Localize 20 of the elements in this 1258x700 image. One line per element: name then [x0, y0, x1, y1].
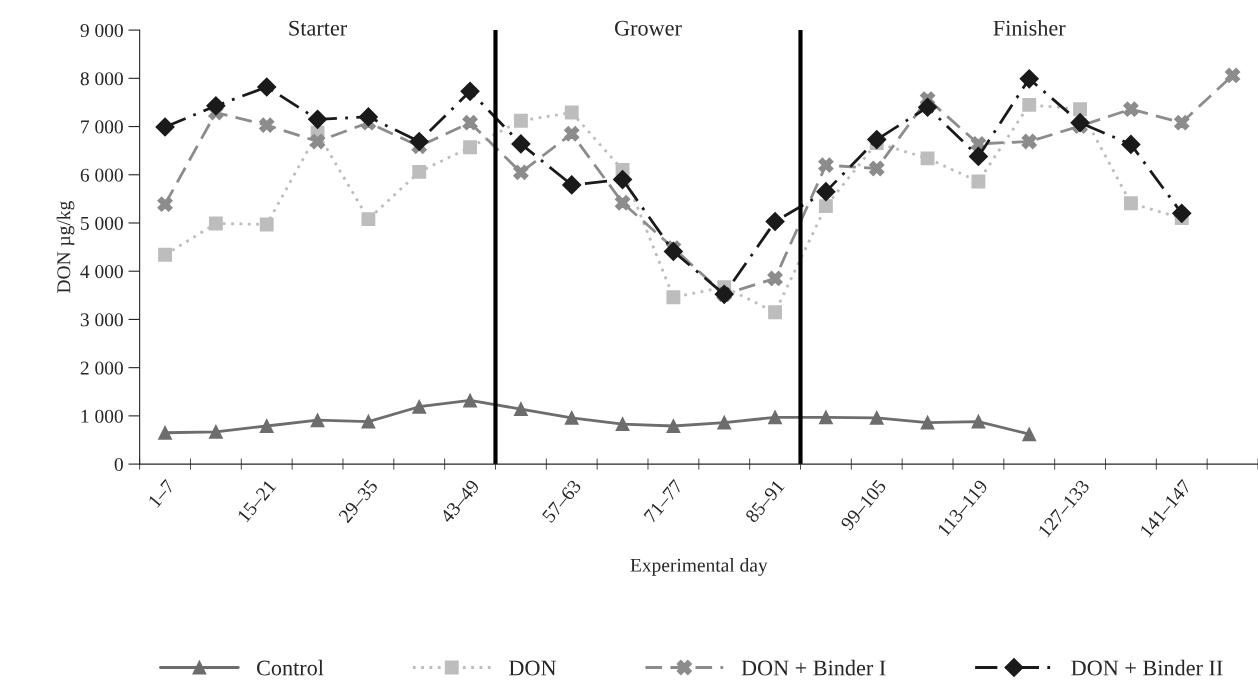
x-tick-label: 1–7: [147, 478, 176, 508]
y-tick-label: 7 000: [81, 120, 123, 134]
annotation: Grower: [614, 20, 682, 36]
legend-label: Control: [256, 659, 324, 676]
y-tick-label: 9 000: [80, 23, 123, 38]
legend-label: DON + Binder II: [1071, 659, 1223, 676]
y-tick-label: 5 000: [81, 216, 123, 230]
y-tick-label: 4 000: [80, 265, 123, 279]
y-tick-label: 3 000: [80, 313, 123, 327]
y-tick-label: 0: [114, 457, 123, 472]
annotation: Finisher: [993, 20, 1066, 36]
legend-label: DON: [509, 660, 557, 676]
y-tick-label: 1 000: [81, 409, 123, 423]
y-axis-title: DON µg/kg: [56, 201, 75, 293]
annotation: Starter: [289, 20, 347, 36]
y-tick-label: 6 000: [80, 168, 123, 182]
y-tick-label: 8 000: [80, 72, 123, 86]
x-axis-title: Experimental day: [630, 558, 768, 576]
legend-label: DON + Binder I: [741, 659, 886, 676]
y-tick-label: 2 000: [80, 361, 123, 375]
